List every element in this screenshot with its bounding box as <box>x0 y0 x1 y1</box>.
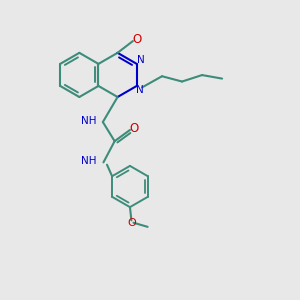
Text: O: O <box>128 218 136 228</box>
Text: NH: NH <box>81 116 96 126</box>
Text: N: N <box>136 85 143 95</box>
Text: O: O <box>129 122 138 135</box>
Text: N: N <box>137 55 145 65</box>
Text: O: O <box>132 33 141 46</box>
Text: NH: NH <box>82 156 97 166</box>
